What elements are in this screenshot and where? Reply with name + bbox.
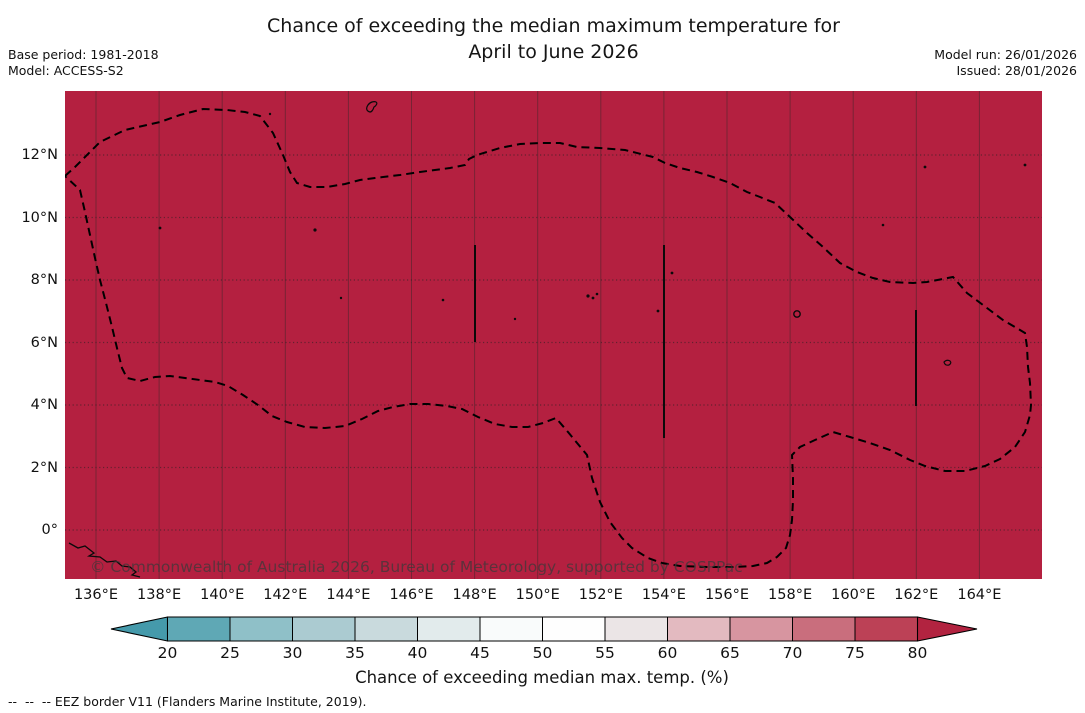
map-canvas: © Commonwealth of Australia 2026, Bureau… <box>65 91 1042 579</box>
chart-title: Chance of exceeding the median maximum t… <box>65 13 1042 65</box>
colorbar-tick: 80 <box>907 644 928 662</box>
island-specks <box>158 112 1027 321</box>
kosrae-island-outline <box>943 359 952 366</box>
colorbar-segment <box>604 616 668 642</box>
colorbar-left-arrow <box>110 616 169 642</box>
colorbar-label: Chance of exceeding median max. temp. (%… <box>355 668 729 687</box>
lon-tick-label: 156°E <box>704 587 750 603</box>
lat-tick-label: 6°N <box>30 334 58 351</box>
colorbar-tick: 65 <box>720 644 740 662</box>
lat-tick-label: 12°N <box>21 147 58 163</box>
colorbar-tick: 40 <box>407 644 428 662</box>
colorbar-segment <box>292 616 356 642</box>
colorbar-segment <box>854 616 918 642</box>
colorbar-tick: 25 <box>220 644 240 662</box>
lon-tick-label: 146°E <box>389 587 434 603</box>
colorbar-tick: 75 <box>845 644 865 662</box>
island-marks <box>68 101 1027 578</box>
copyright-watermark: © Commonwealth of Australia 2026, Bureau… <box>90 558 743 576</box>
colorbar-segment <box>729 616 793 642</box>
colorbar-segment <box>542 616 606 642</box>
lon-tick-label: 142°E <box>263 587 308 603</box>
colorbar-tick: 50 <box>532 644 553 662</box>
lon-tick-label: 152°E <box>578 587 623 603</box>
colorbar-segment <box>417 616 481 642</box>
colorbar-segment <box>792 616 856 642</box>
lon-tick-label: 136°E <box>73 587 119 603</box>
map-probability-field <box>65 91 1042 579</box>
lon-tick-label: 144°E <box>326 587 371 603</box>
lon-tick-label: 150°E <box>515 587 560 603</box>
map-gridlines-lat <box>65 154 1042 531</box>
lon-tick-label: 162°E <box>894 587 939 603</box>
chart-title-line1: Chance of exceeding the median maximum t… <box>267 15 840 37</box>
colorbar-segment <box>229 616 293 642</box>
model-run-text: Model run: 26/01/2026 <box>934 47 1077 62</box>
model-text: Model: ACCESS-S2 <box>8 63 124 78</box>
lon-tick-label: 154°E <box>641 587 686 603</box>
colorbar-tick: 35 <box>345 644 365 662</box>
lat-tick-label: 4°N <box>30 397 58 413</box>
colorbar <box>110 616 978 642</box>
colorbar-tick: 55 <box>595 644 615 662</box>
lon-tick-label: 138°E <box>137 587 182 603</box>
meta-right: Model run: 26/01/2026 Issued: 28/01/2026 <box>934 47 1077 79</box>
base-period-text: Base period: 1981-2018 <box>8 47 159 62</box>
colorbar-tick: 70 <box>782 644 803 662</box>
meta-left: Base period: 1981-2018 Model: ACCESS-S2 <box>8 47 159 79</box>
lon-tick-label: 148°E <box>452 587 497 603</box>
colorbar-tick: 30 <box>282 644 303 662</box>
colorbar-tick: 45 <box>470 644 490 662</box>
lat-tick-label: 10°N <box>21 209 58 226</box>
chart-title-line2: April to June 2026 <box>468 41 639 63</box>
lat-tick-label: 0° <box>41 522 58 538</box>
map-plot-area: © Commonwealth of Australia 2026, Bureau… <box>65 91 1042 579</box>
lon-tick-label: 164°E <box>957 587 1002 603</box>
lon-tick-label: 158°E <box>768 587 813 603</box>
colorbar-right-arrow <box>916 616 978 642</box>
colorbar-segment <box>479 616 543 642</box>
eez-border-path <box>65 107 1033 568</box>
colorbar-tick: 20 <box>157 644 178 662</box>
lat-tick-label: 2°N <box>30 459 58 476</box>
reef-line-marks <box>474 245 917 438</box>
atoll-outline <box>793 310 801 318</box>
guam-island-outline <box>366 101 378 113</box>
lon-tick-label: 140°E <box>200 587 245 603</box>
lon-tick-label: 160°E <box>831 587 876 603</box>
colorbar-segment <box>167 616 231 642</box>
lat-tick-label: 8°N <box>30 272 58 288</box>
colorbar-tick: 60 <box>657 644 678 662</box>
colorbar-segment <box>354 616 418 642</box>
colorbar-segment <box>667 616 731 642</box>
png-coastline <box>68 542 141 578</box>
eez-footnote: -- -- -- EEZ border V11 (Flanders Marine… <box>8 694 367 709</box>
issued-text: Issued: 28/01/2026 <box>956 63 1078 78</box>
